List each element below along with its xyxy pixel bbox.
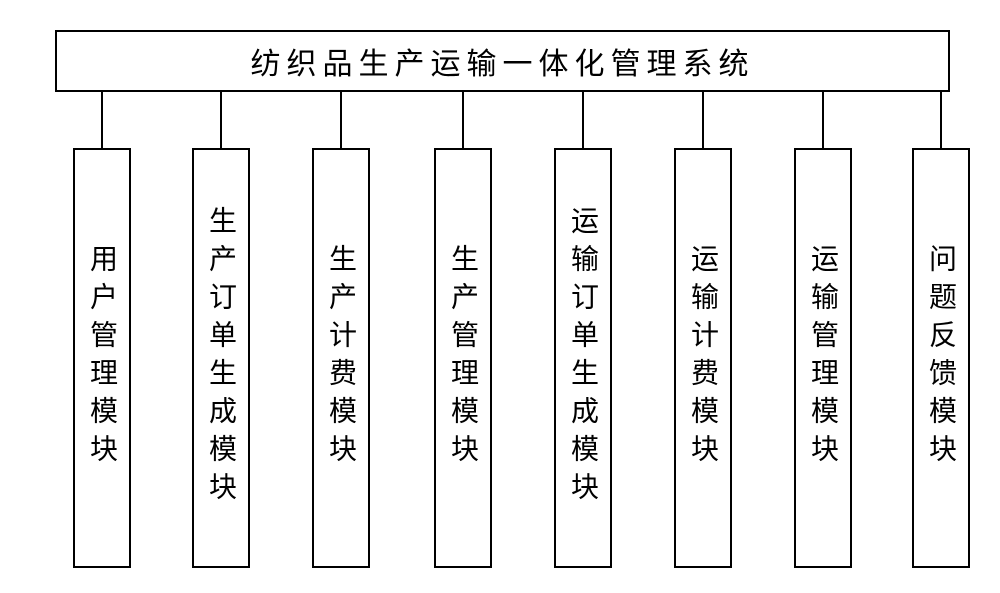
connector-line xyxy=(940,92,942,148)
child-node: 运输计费模块 xyxy=(674,148,732,568)
child-node-label: 运输管理模块 xyxy=(803,244,843,472)
connector-line xyxy=(702,92,704,148)
connector-line xyxy=(822,92,824,148)
root-node-label: 纺织品生产运输一体化管理系统 xyxy=(251,39,755,83)
child-node-label: 运输订单生成模块 xyxy=(563,206,603,510)
child-node-label: 生产管理模块 xyxy=(443,244,483,472)
connector-line xyxy=(220,92,222,148)
child-node-label: 用户管理模块 xyxy=(82,244,122,472)
child-node-label: 问题反馈模块 xyxy=(921,244,961,472)
child-node: 生产订单生成模块 xyxy=(192,148,250,568)
child-node: 用户管理模块 xyxy=(73,148,131,568)
child-node-label: 生产计费模块 xyxy=(321,244,361,472)
connector-line xyxy=(101,92,103,148)
child-node: 运输管理模块 xyxy=(794,148,852,568)
child-node: 问题反馈模块 xyxy=(912,148,970,568)
diagram-canvas: 纺织品生产运输一体化管理系统用户管理模块 生产订单生成模块 生产计费模块 生产管理模块… xyxy=(0,0,1000,593)
connector-line xyxy=(582,92,584,148)
connector-line xyxy=(340,92,342,148)
child-node: 生产计费模块 xyxy=(312,148,370,568)
root-node: 纺织品生产运输一体化管理系统 xyxy=(55,30,950,92)
child-node-label: 生产订单生成模块 xyxy=(201,206,241,510)
child-node: 生产管理模块 xyxy=(434,148,492,568)
connector-line xyxy=(462,92,464,148)
child-node-label: 运输计费模块 xyxy=(683,244,723,472)
child-node: 运输订单生成模块 xyxy=(554,148,612,568)
